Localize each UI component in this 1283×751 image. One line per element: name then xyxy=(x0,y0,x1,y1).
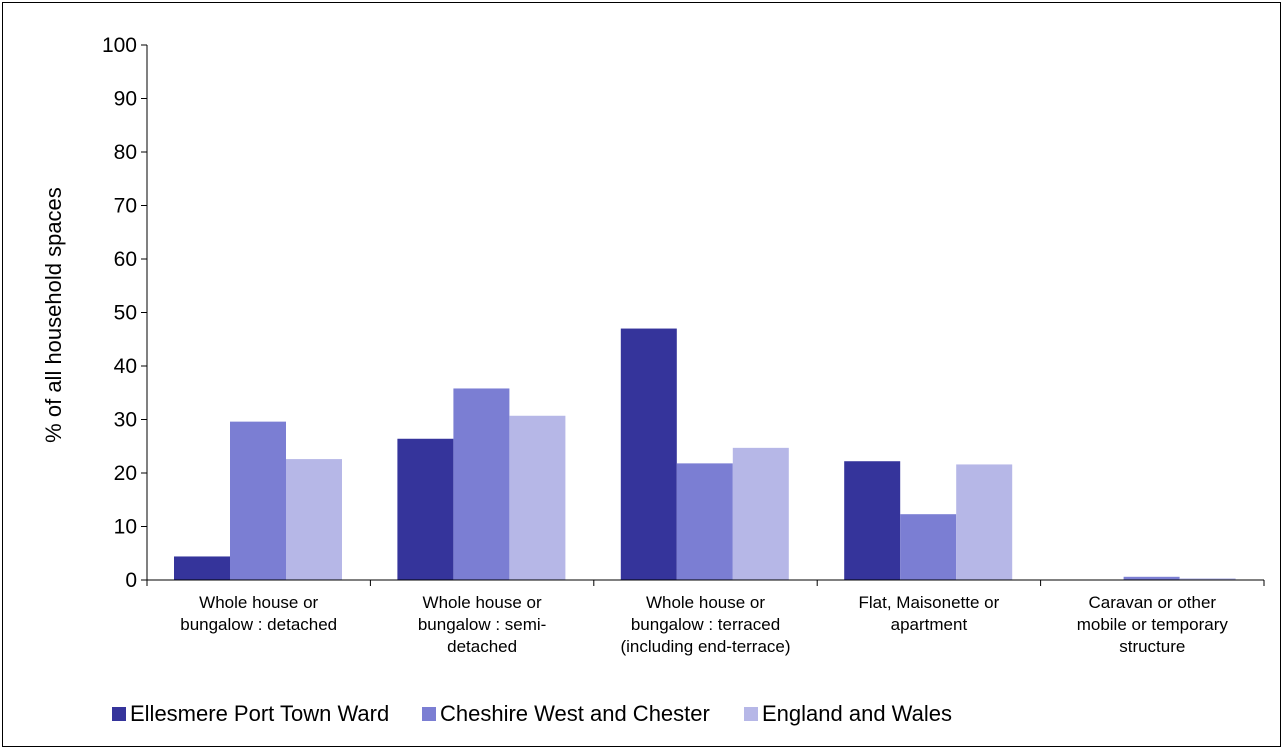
y-tick-label: 80 xyxy=(114,141,137,164)
x-tick-label-line: Whole house or xyxy=(199,593,318,612)
x-tick-label-line: Caravan or other xyxy=(1089,593,1217,612)
legend-label: Cheshire West and Chester xyxy=(440,701,710,726)
y-tick-label: 10 xyxy=(114,516,137,539)
x-tick-label-line: mobile or temporary xyxy=(1077,615,1229,634)
x-tick-label: Flat, Maisonette or apartment xyxy=(859,593,1000,634)
legend-swatch xyxy=(112,707,126,721)
x-tick-label-line: bungalow : detached xyxy=(180,615,337,634)
bar xyxy=(286,459,342,580)
bar xyxy=(956,464,1013,580)
x-tick-label-line: Flat, Maisonette or xyxy=(859,593,1000,612)
legend-label: Ellesmere Port Town Ward xyxy=(130,701,389,726)
y-tick-label: 70 xyxy=(114,195,137,218)
y-tick-label: 20 xyxy=(114,462,137,485)
bar xyxy=(620,328,677,580)
x-tick-label: Caravan or other mobile or temporary struc… xyxy=(1077,593,1229,656)
y-tick-label: 60 xyxy=(114,248,137,271)
x-tick-label-line: bungalow : semi- xyxy=(418,615,547,634)
bar xyxy=(1179,578,1236,580)
legend: Ellesmere Port Town Ward Cheshire West an… xyxy=(112,701,952,726)
x-tick-label: Whole house or bungalow : detached xyxy=(180,593,337,634)
x-tick-label-line: apartment xyxy=(891,615,968,634)
bar xyxy=(397,438,454,580)
bar xyxy=(844,461,901,580)
y-tick-label: 0 xyxy=(125,569,137,592)
bar xyxy=(732,447,789,580)
bar xyxy=(509,415,566,580)
x-tick-label-line: detached xyxy=(447,637,517,656)
bar xyxy=(174,556,230,580)
y-tick-label: 50 xyxy=(114,302,137,325)
x-tick-label: Whole house or bungalow : semi-detached xyxy=(418,593,547,656)
bar xyxy=(230,421,286,580)
x-tick-label: Whole house or bungalow : terraced (includ… xyxy=(620,593,790,656)
bar xyxy=(1123,576,1180,580)
bar xyxy=(676,463,733,580)
legend-swatch xyxy=(422,707,436,721)
legend-label: England and Wales xyxy=(762,701,952,726)
x-tick-label-line: Whole house or xyxy=(423,593,542,612)
x-tick-label-line: (including end-terrace) xyxy=(620,637,790,656)
bar xyxy=(453,388,510,580)
bar-chart: % of all household spaces 0 10 20 30 40 50 60 7… xyxy=(41,34,1265,726)
bars xyxy=(174,328,1236,580)
x-tick-label-line: bungalow : terraced xyxy=(631,615,780,634)
y-tick-label: 90 xyxy=(114,88,137,111)
y-axis-title: % of all household spaces xyxy=(41,187,66,443)
legend-swatch xyxy=(744,707,758,721)
y-tick-label: 100 xyxy=(102,34,137,57)
x-tick-label-line: structure xyxy=(1119,637,1185,656)
y-tick-label: 40 xyxy=(114,355,137,378)
y-tick-label: 30 xyxy=(114,409,137,432)
x-tick-label-line: Whole house or xyxy=(646,593,765,612)
y-axis: 0 10 20 30 40 50 60 70 80 90 100 xyxy=(102,34,148,592)
bar xyxy=(900,514,957,580)
